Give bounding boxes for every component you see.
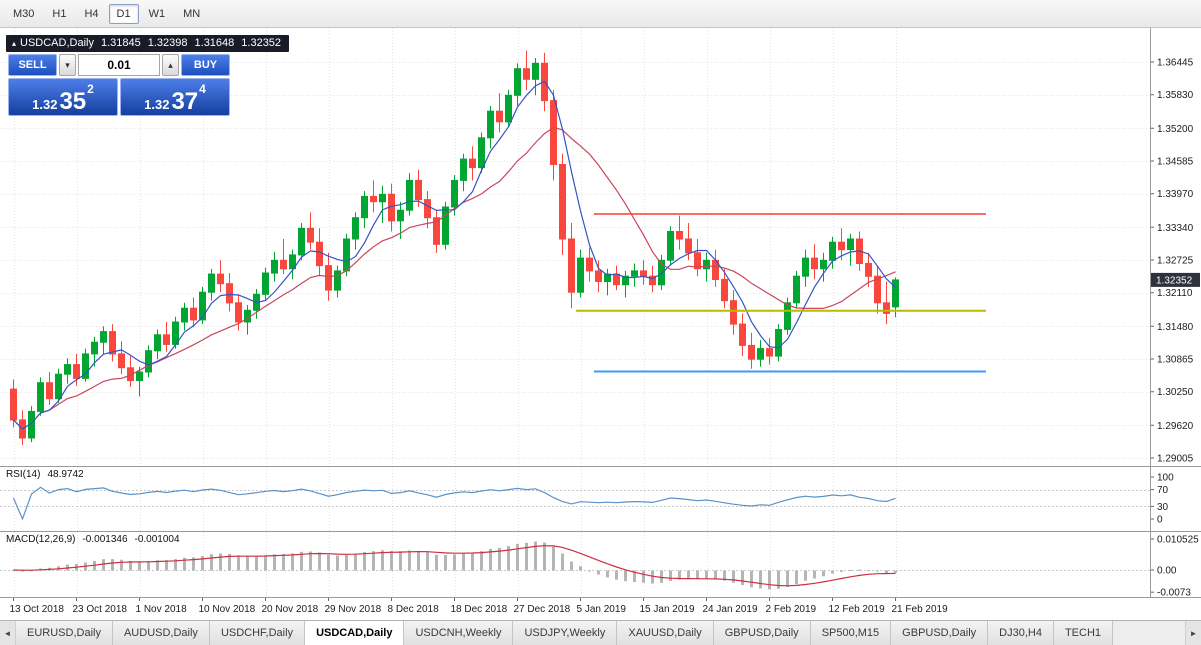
timeframe-button-h1[interactable]: H1 xyxy=(52,7,67,20)
timeframe-button-h4[interactable]: H4 xyxy=(84,7,99,20)
svg-text:21 Feb 2019: 21 Feb 2019 xyxy=(892,604,949,615)
svg-text:12 Feb 2019: 12 Feb 2019 xyxy=(829,604,886,615)
svg-text:1.29620: 1.29620 xyxy=(1157,421,1194,432)
chart-tab-usdcad-daily[interactable]: USDCAD,Daily xyxy=(305,621,405,645)
svg-text:30: 30 xyxy=(1157,502,1169,513)
chart-tab-eurusd-daily[interactable]: EURUSD,Daily xyxy=(16,621,113,645)
svg-text:1.33970: 1.33970 xyxy=(1157,189,1194,200)
ma-fast-line xyxy=(13,80,896,430)
bid-price-prefix: 1.32 xyxy=(32,97,58,112)
buy-price-button[interactable]: 1.32 37 4 xyxy=(120,78,230,116)
svg-text:1.32725: 1.32725 xyxy=(1157,256,1194,267)
chart-tab-dj30-h4[interactable]: DJ30,H4 xyxy=(988,621,1054,645)
chart-tab-gbpusd-daily[interactable]: GBPUSD,Daily xyxy=(713,621,811,645)
ask-price-pips: 37 xyxy=(171,87,199,115)
svg-text:70: 70 xyxy=(1157,485,1169,496)
svg-text:1 Nov 2018: 1 Nov 2018 xyxy=(136,604,188,615)
chart-tab-usdcnh-weekly[interactable]: USDCNH,Weekly xyxy=(404,621,514,645)
sell-button[interactable]: SELL xyxy=(8,54,57,76)
svg-text:2 Feb 2019: 2 Feb 2019 xyxy=(766,604,817,615)
ohlc-high: 1.32398 xyxy=(147,37,188,49)
current-price-badge: 1.32352 xyxy=(1151,272,1200,287)
chart-tab-bar: ◄ EURUSD,Daily AUDUSD,Daily USDCHF,Daily USD… xyxy=(0,620,1201,645)
bid-price-pipette: 2 xyxy=(87,82,94,96)
buy-button[interactable]: BUY xyxy=(181,54,230,76)
macd-axis: 0.010525 0.00 -0.0073 xyxy=(1151,535,1199,597)
svg-text:1.35830: 1.35830 xyxy=(1157,90,1194,101)
svg-text:10 Nov 2018: 10 Nov 2018 xyxy=(199,604,256,615)
timeframe-button-m30[interactable]: M30 xyxy=(13,7,35,20)
svg-text:1.34585: 1.34585 xyxy=(1157,157,1194,168)
svg-text:5 Jan 2019: 5 Jan 2019 xyxy=(577,604,627,615)
svg-text:13 Oct 2018: 13 Oct 2018 xyxy=(10,604,65,615)
svg-text:1.36445: 1.36445 xyxy=(1157,58,1194,69)
svg-text:1.33340: 1.33340 xyxy=(1157,223,1194,234)
date-labels: 13 Oct 2018 23 Oct 2018 1 Nov 2018 10 Nov 2… xyxy=(10,598,949,615)
chart-tab-sp500-m15[interactable]: SP500,M15 xyxy=(810,621,892,645)
ohlc-open: 1.31845 xyxy=(100,37,141,49)
chart-tab-usdchf-daily[interactable]: USDCHF,Daily xyxy=(209,621,306,645)
ma-slow-line xyxy=(13,126,896,430)
candles xyxy=(10,50,899,445)
tab-scroll-right-icon[interactable]: ► xyxy=(1185,621,1201,645)
macd-signal-line xyxy=(13,545,896,587)
bid-price-pips: 35 xyxy=(59,87,87,115)
svg-text:-0.0073: -0.0073 xyxy=(1157,588,1191,597)
timeframe-button-mn[interactable]: MN xyxy=(183,7,201,20)
svg-text:8 Dec 2018: 8 Dec 2018 xyxy=(388,604,440,615)
svg-text:1.30250: 1.30250 xyxy=(1157,387,1194,398)
svg-text:1.31480: 1.31480 xyxy=(1157,322,1194,333)
svg-text:1.35200: 1.35200 xyxy=(1157,124,1194,135)
date-axis[interactable]: 13 Oct 2018 23 Oct 2018 1 Nov 2018 10 Nov 2… xyxy=(0,597,1201,620)
svg-text:1.30865: 1.30865 xyxy=(1157,355,1194,366)
macd-histogram xyxy=(12,541,897,590)
timeframe-button-d1[interactable]: D1 xyxy=(108,3,139,24)
lot-size-input[interactable] xyxy=(78,54,160,76)
lot-increase-button[interactable]: ▴ xyxy=(162,54,179,76)
price-axis: 1.36445 1.35830 1.35200 1.34585 1.33970 1.333… xyxy=(1150,28,1194,466)
timeframe-toolbar: M30 H1 H4 D1 W1 MN xyxy=(0,0,1201,28)
rsi-grid xyxy=(14,467,897,531)
chart-symbol: USDCAD,Daily xyxy=(20,37,94,49)
chevron-down-icon: ▾ xyxy=(65,59,70,70)
svg-text:20 Nov 2018: 20 Nov 2018 xyxy=(262,604,319,615)
svg-text:1.32352: 1.32352 xyxy=(1156,275,1193,286)
one-click-trading-panel: SELL ▾ ▴ BUY 1.32 35 2 1.32 37 4 xyxy=(8,54,230,116)
chart-window[interactable]: 1.36445 1.35830 1.35200 1.34585 1.33970 1.333… xyxy=(0,28,1201,620)
triangle-icon: ▴ xyxy=(12,38,17,48)
rsi-line xyxy=(12,486,896,521)
chart-title: ▴ USDCAD,Daily 1.31845 1.32398 1.31648 1… xyxy=(6,35,290,52)
svg-text:0.00: 0.00 xyxy=(1157,566,1177,577)
svg-text:0: 0 xyxy=(1157,515,1163,526)
lot-decrease-button[interactable]: ▾ xyxy=(59,54,76,76)
svg-text:24 Jan 2019: 24 Jan 2019 xyxy=(703,604,758,615)
chart-tab-usdjpy-weekly[interactable]: USDJPY,Weekly xyxy=(513,621,618,645)
chevron-up-icon: ▴ xyxy=(168,59,173,70)
chart-tab-tech1[interactable]: TECH1 xyxy=(1053,621,1113,645)
sell-price-button[interactable]: 1.32 35 2 xyxy=(8,78,118,116)
ohlc-close: 1.32352 xyxy=(241,37,282,49)
svg-text:27 Dec 2018: 27 Dec 2018 xyxy=(514,604,571,615)
svg-text:23 Oct 2018: 23 Oct 2018 xyxy=(73,604,128,615)
chart-tab-gbpusd-daily[interactable]: GBPUSD,Daily xyxy=(891,621,989,645)
ask-price-pipette: 4 xyxy=(199,82,206,96)
svg-text:1.32110: 1.32110 xyxy=(1157,288,1193,299)
macd-indicator-pane[interactable]: 0.010525 0.00 -0.0073 xyxy=(0,531,1201,597)
chart-tab-xauusd-daily[interactable]: XAUUSD,Daily xyxy=(617,621,714,645)
timeframe-button-w1[interactable]: W1 xyxy=(148,7,166,20)
ohlc-low: 1.31648 xyxy=(194,37,235,49)
svg-text:100: 100 xyxy=(1157,473,1174,484)
ask-price-prefix: 1.32 xyxy=(144,97,170,112)
svg-text:18 Dec 2018: 18 Dec 2018 xyxy=(451,604,508,615)
svg-text:29 Nov 2018: 29 Nov 2018 xyxy=(325,604,382,615)
svg-text:1.29005: 1.29005 xyxy=(1157,454,1194,465)
svg-text:15 Jan 2019: 15 Jan 2019 xyxy=(640,604,695,615)
chart-tab-audusd-daily[interactable]: AUDUSD,Daily xyxy=(112,621,210,645)
main-chart-pane[interactable]: 1.36445 1.35830 1.35200 1.34585 1.33970 1.333… xyxy=(0,28,1201,466)
svg-text:0.010525: 0.010525 xyxy=(1157,535,1199,546)
tab-scroll-left-icon[interactable]: ◄ xyxy=(0,621,16,645)
